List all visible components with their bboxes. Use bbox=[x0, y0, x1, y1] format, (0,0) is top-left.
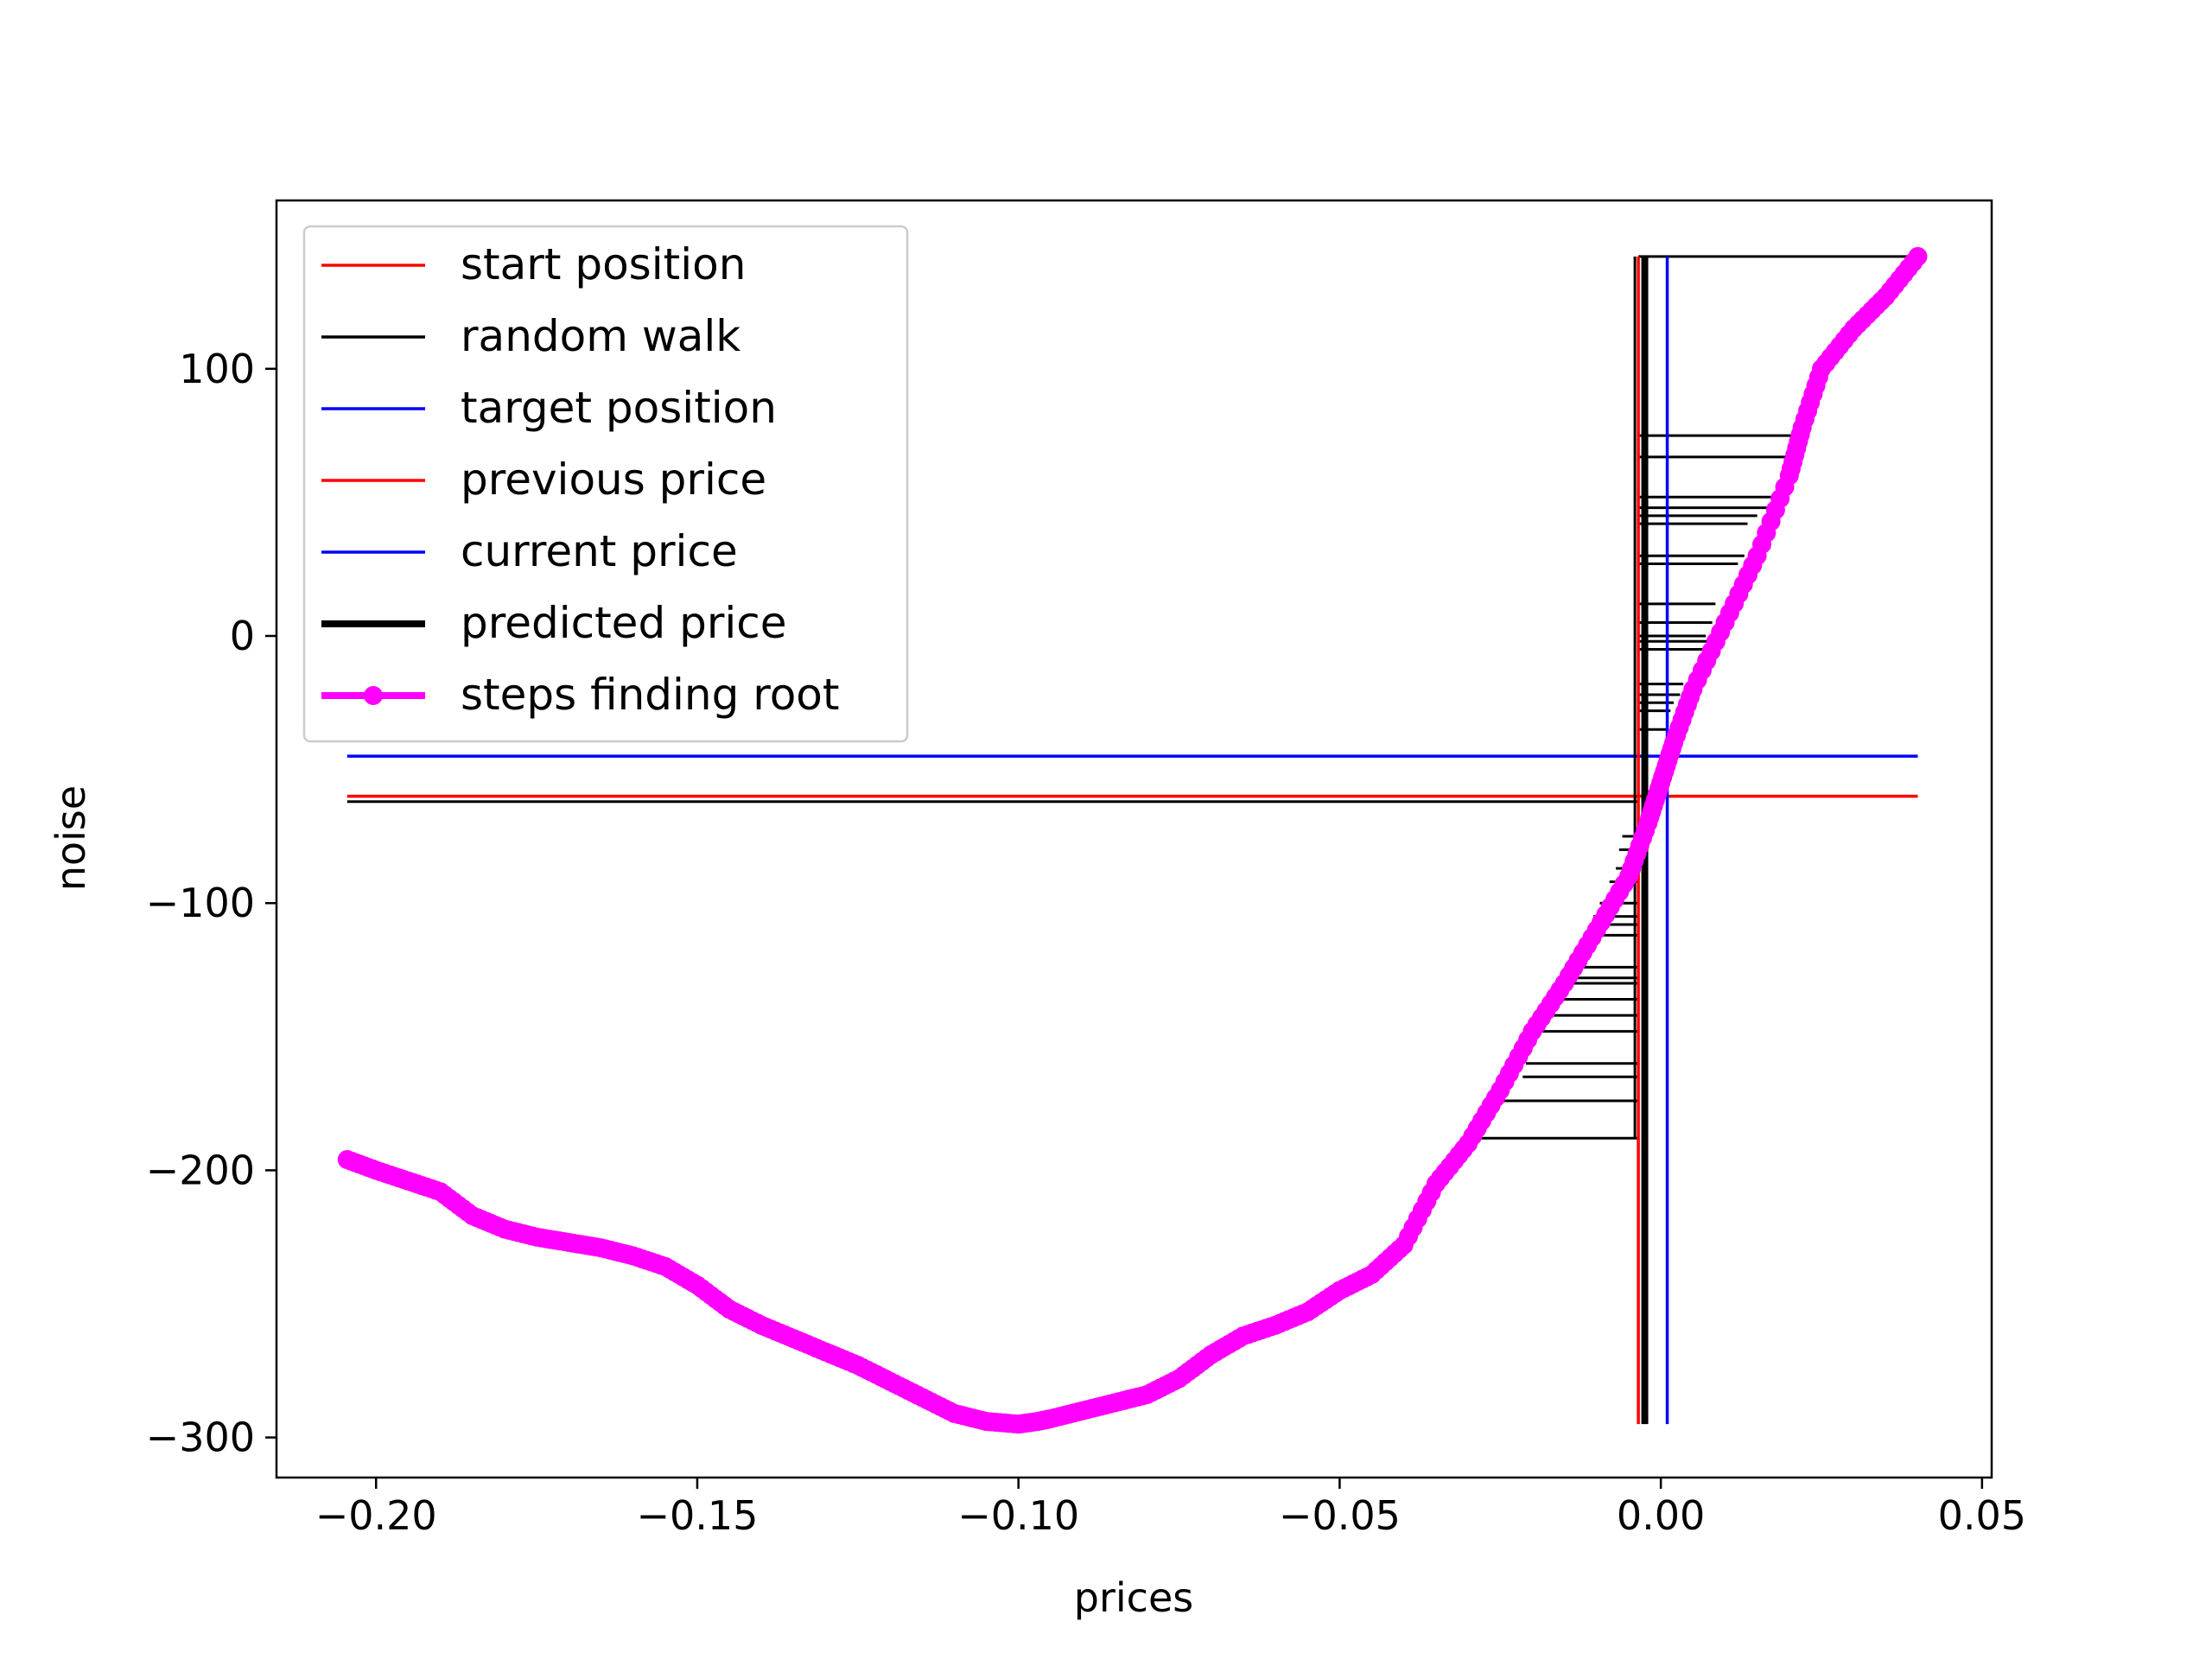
y-axis: 100 0 −100 −200 −300 bbox=[146, 346, 276, 1461]
legend-label: predicted price bbox=[461, 598, 787, 648]
steps-finding-root-point bbox=[1908, 246, 1928, 266]
y-axis-label: noise bbox=[48, 785, 94, 891]
y-tick-label: −100 bbox=[146, 880, 255, 926]
x-axis: −0.20 −0.15 −0.10 −0.05 0.00 0.05 bbox=[315, 1478, 2026, 1539]
x-tick-label: −0.05 bbox=[1279, 1492, 1401, 1539]
y-tick-label: −300 bbox=[146, 1414, 255, 1461]
x-tick-label: −0.15 bbox=[636, 1492, 758, 1539]
y-tick-label: 0 bbox=[230, 613, 255, 659]
legend-label: current price bbox=[461, 526, 738, 576]
x-tick-label: 0.00 bbox=[1617, 1492, 1705, 1539]
x-axis-label: prices bbox=[1074, 1574, 1193, 1621]
legend: start position random walk target position… bbox=[302, 225, 909, 743]
x-tick-label: 0.05 bbox=[1938, 1492, 2026, 1539]
legend-label: random walk bbox=[461, 311, 741, 361]
y-tick-label: −200 bbox=[146, 1147, 255, 1193]
plot-content bbox=[337, 246, 1928, 1434]
legend-label: start position bbox=[461, 239, 746, 289]
legend-label: steps finding root bbox=[461, 670, 839, 720]
legend-swatch-marker bbox=[364, 686, 383, 705]
x-tick-label: −0.10 bbox=[957, 1492, 1079, 1539]
x-tick-label: −0.20 bbox=[315, 1492, 437, 1539]
legend-label: target position bbox=[461, 383, 777, 433]
plot-frame bbox=[275, 199, 1993, 1479]
legend-label: previous price bbox=[461, 454, 766, 505]
y-tick-label: 100 bbox=[179, 346, 255, 392]
legend-box bbox=[302, 225, 909, 743]
